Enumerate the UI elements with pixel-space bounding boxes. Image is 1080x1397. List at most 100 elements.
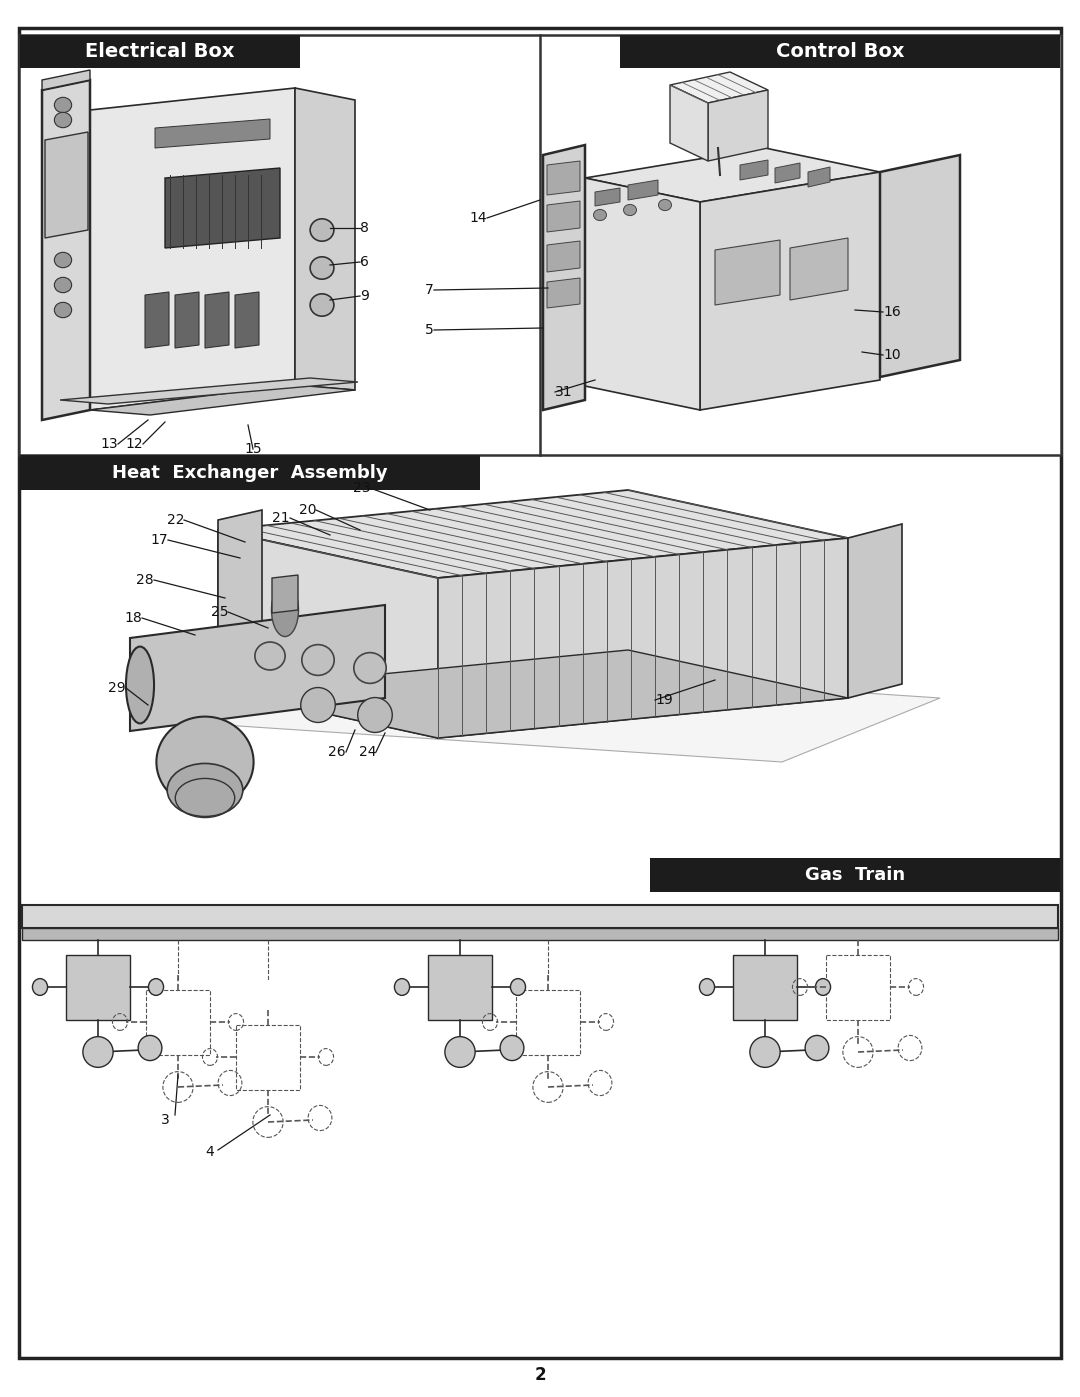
Text: 22: 22: [166, 513, 184, 527]
Text: 29: 29: [108, 680, 126, 694]
Polygon shape: [175, 292, 199, 348]
Text: 3: 3: [161, 1113, 170, 1127]
Polygon shape: [438, 538, 848, 738]
Polygon shape: [733, 956, 797, 1020]
Ellipse shape: [750, 1037, 780, 1067]
Ellipse shape: [54, 253, 71, 268]
Polygon shape: [22, 928, 1058, 940]
Polygon shape: [543, 145, 585, 409]
Text: 15: 15: [244, 441, 261, 455]
Polygon shape: [546, 161, 580, 196]
Polygon shape: [42, 70, 90, 89]
Text: 10: 10: [883, 348, 901, 362]
Text: 20: 20: [298, 503, 316, 517]
Polygon shape: [428, 956, 492, 1020]
Polygon shape: [740, 161, 768, 180]
Text: 23: 23: [352, 481, 370, 495]
Ellipse shape: [54, 278, 71, 293]
Polygon shape: [218, 650, 848, 738]
Text: 4: 4: [205, 1146, 214, 1160]
Text: 13: 13: [100, 437, 118, 451]
Polygon shape: [585, 177, 700, 409]
Ellipse shape: [157, 717, 254, 807]
Ellipse shape: [148, 979, 163, 996]
Polygon shape: [775, 163, 800, 183]
Ellipse shape: [271, 584, 298, 637]
Polygon shape: [66, 956, 130, 1020]
Polygon shape: [708, 89, 768, 161]
Polygon shape: [156, 119, 270, 148]
Text: Electrical Box: Electrical Box: [85, 42, 234, 61]
Ellipse shape: [594, 210, 607, 221]
Ellipse shape: [500, 1035, 524, 1060]
Text: 19: 19: [654, 693, 673, 707]
Polygon shape: [218, 510, 262, 680]
Ellipse shape: [83, 1037, 113, 1067]
Ellipse shape: [805, 1035, 828, 1060]
Polygon shape: [60, 379, 357, 404]
Polygon shape: [715, 240, 780, 305]
Polygon shape: [627, 180, 658, 200]
Ellipse shape: [310, 219, 334, 242]
Ellipse shape: [54, 302, 71, 317]
Polygon shape: [218, 529, 438, 738]
Polygon shape: [848, 524, 902, 698]
Text: 18: 18: [124, 610, 141, 624]
Bar: [21, 455, 480, 490]
Polygon shape: [880, 155, 960, 377]
Text: 28: 28: [136, 573, 154, 587]
Polygon shape: [148, 657, 940, 761]
Text: 12: 12: [125, 437, 143, 451]
Ellipse shape: [167, 763, 243, 816]
Ellipse shape: [310, 293, 334, 316]
Ellipse shape: [255, 643, 285, 671]
Ellipse shape: [815, 979, 831, 996]
Polygon shape: [789, 237, 848, 300]
Text: Heat  Exchanger  Assembly: Heat Exchanger Assembly: [112, 464, 388, 482]
Ellipse shape: [394, 979, 409, 996]
Text: 2: 2: [535, 1366, 545, 1384]
Text: 6: 6: [360, 256, 369, 270]
Polygon shape: [205, 292, 229, 348]
Text: 7: 7: [426, 284, 434, 298]
Polygon shape: [546, 278, 580, 307]
Polygon shape: [235, 292, 259, 348]
Ellipse shape: [623, 204, 636, 215]
Polygon shape: [546, 201, 580, 232]
Polygon shape: [585, 148, 880, 203]
Ellipse shape: [300, 687, 335, 722]
Text: 25: 25: [211, 605, 228, 619]
Ellipse shape: [659, 200, 672, 211]
Polygon shape: [546, 242, 580, 272]
Text: 17: 17: [150, 534, 168, 548]
Polygon shape: [130, 605, 384, 731]
Polygon shape: [42, 80, 90, 420]
Text: 8: 8: [360, 221, 369, 235]
Polygon shape: [45, 131, 87, 237]
Text: 14: 14: [470, 211, 487, 225]
Text: 31: 31: [555, 386, 572, 400]
Polygon shape: [295, 88, 355, 390]
Bar: [650, 858, 1059, 893]
Text: 21: 21: [272, 511, 291, 525]
Ellipse shape: [54, 98, 71, 113]
Ellipse shape: [301, 644, 334, 675]
Ellipse shape: [357, 697, 392, 732]
Polygon shape: [22, 905, 1058, 928]
Text: Control Box: Control Box: [775, 42, 904, 61]
Ellipse shape: [310, 257, 334, 279]
Text: 5: 5: [426, 323, 434, 337]
Polygon shape: [218, 490, 848, 578]
Bar: [19, 35, 1061, 455]
Polygon shape: [670, 85, 708, 161]
Polygon shape: [272, 576, 298, 613]
Ellipse shape: [354, 652, 387, 683]
Text: 24: 24: [359, 745, 376, 759]
Bar: [21, 35, 300, 68]
Text: 9: 9: [360, 289, 369, 303]
Polygon shape: [165, 168, 280, 249]
Ellipse shape: [54, 112, 71, 127]
Polygon shape: [700, 172, 880, 409]
Ellipse shape: [32, 979, 48, 996]
Polygon shape: [808, 168, 831, 187]
